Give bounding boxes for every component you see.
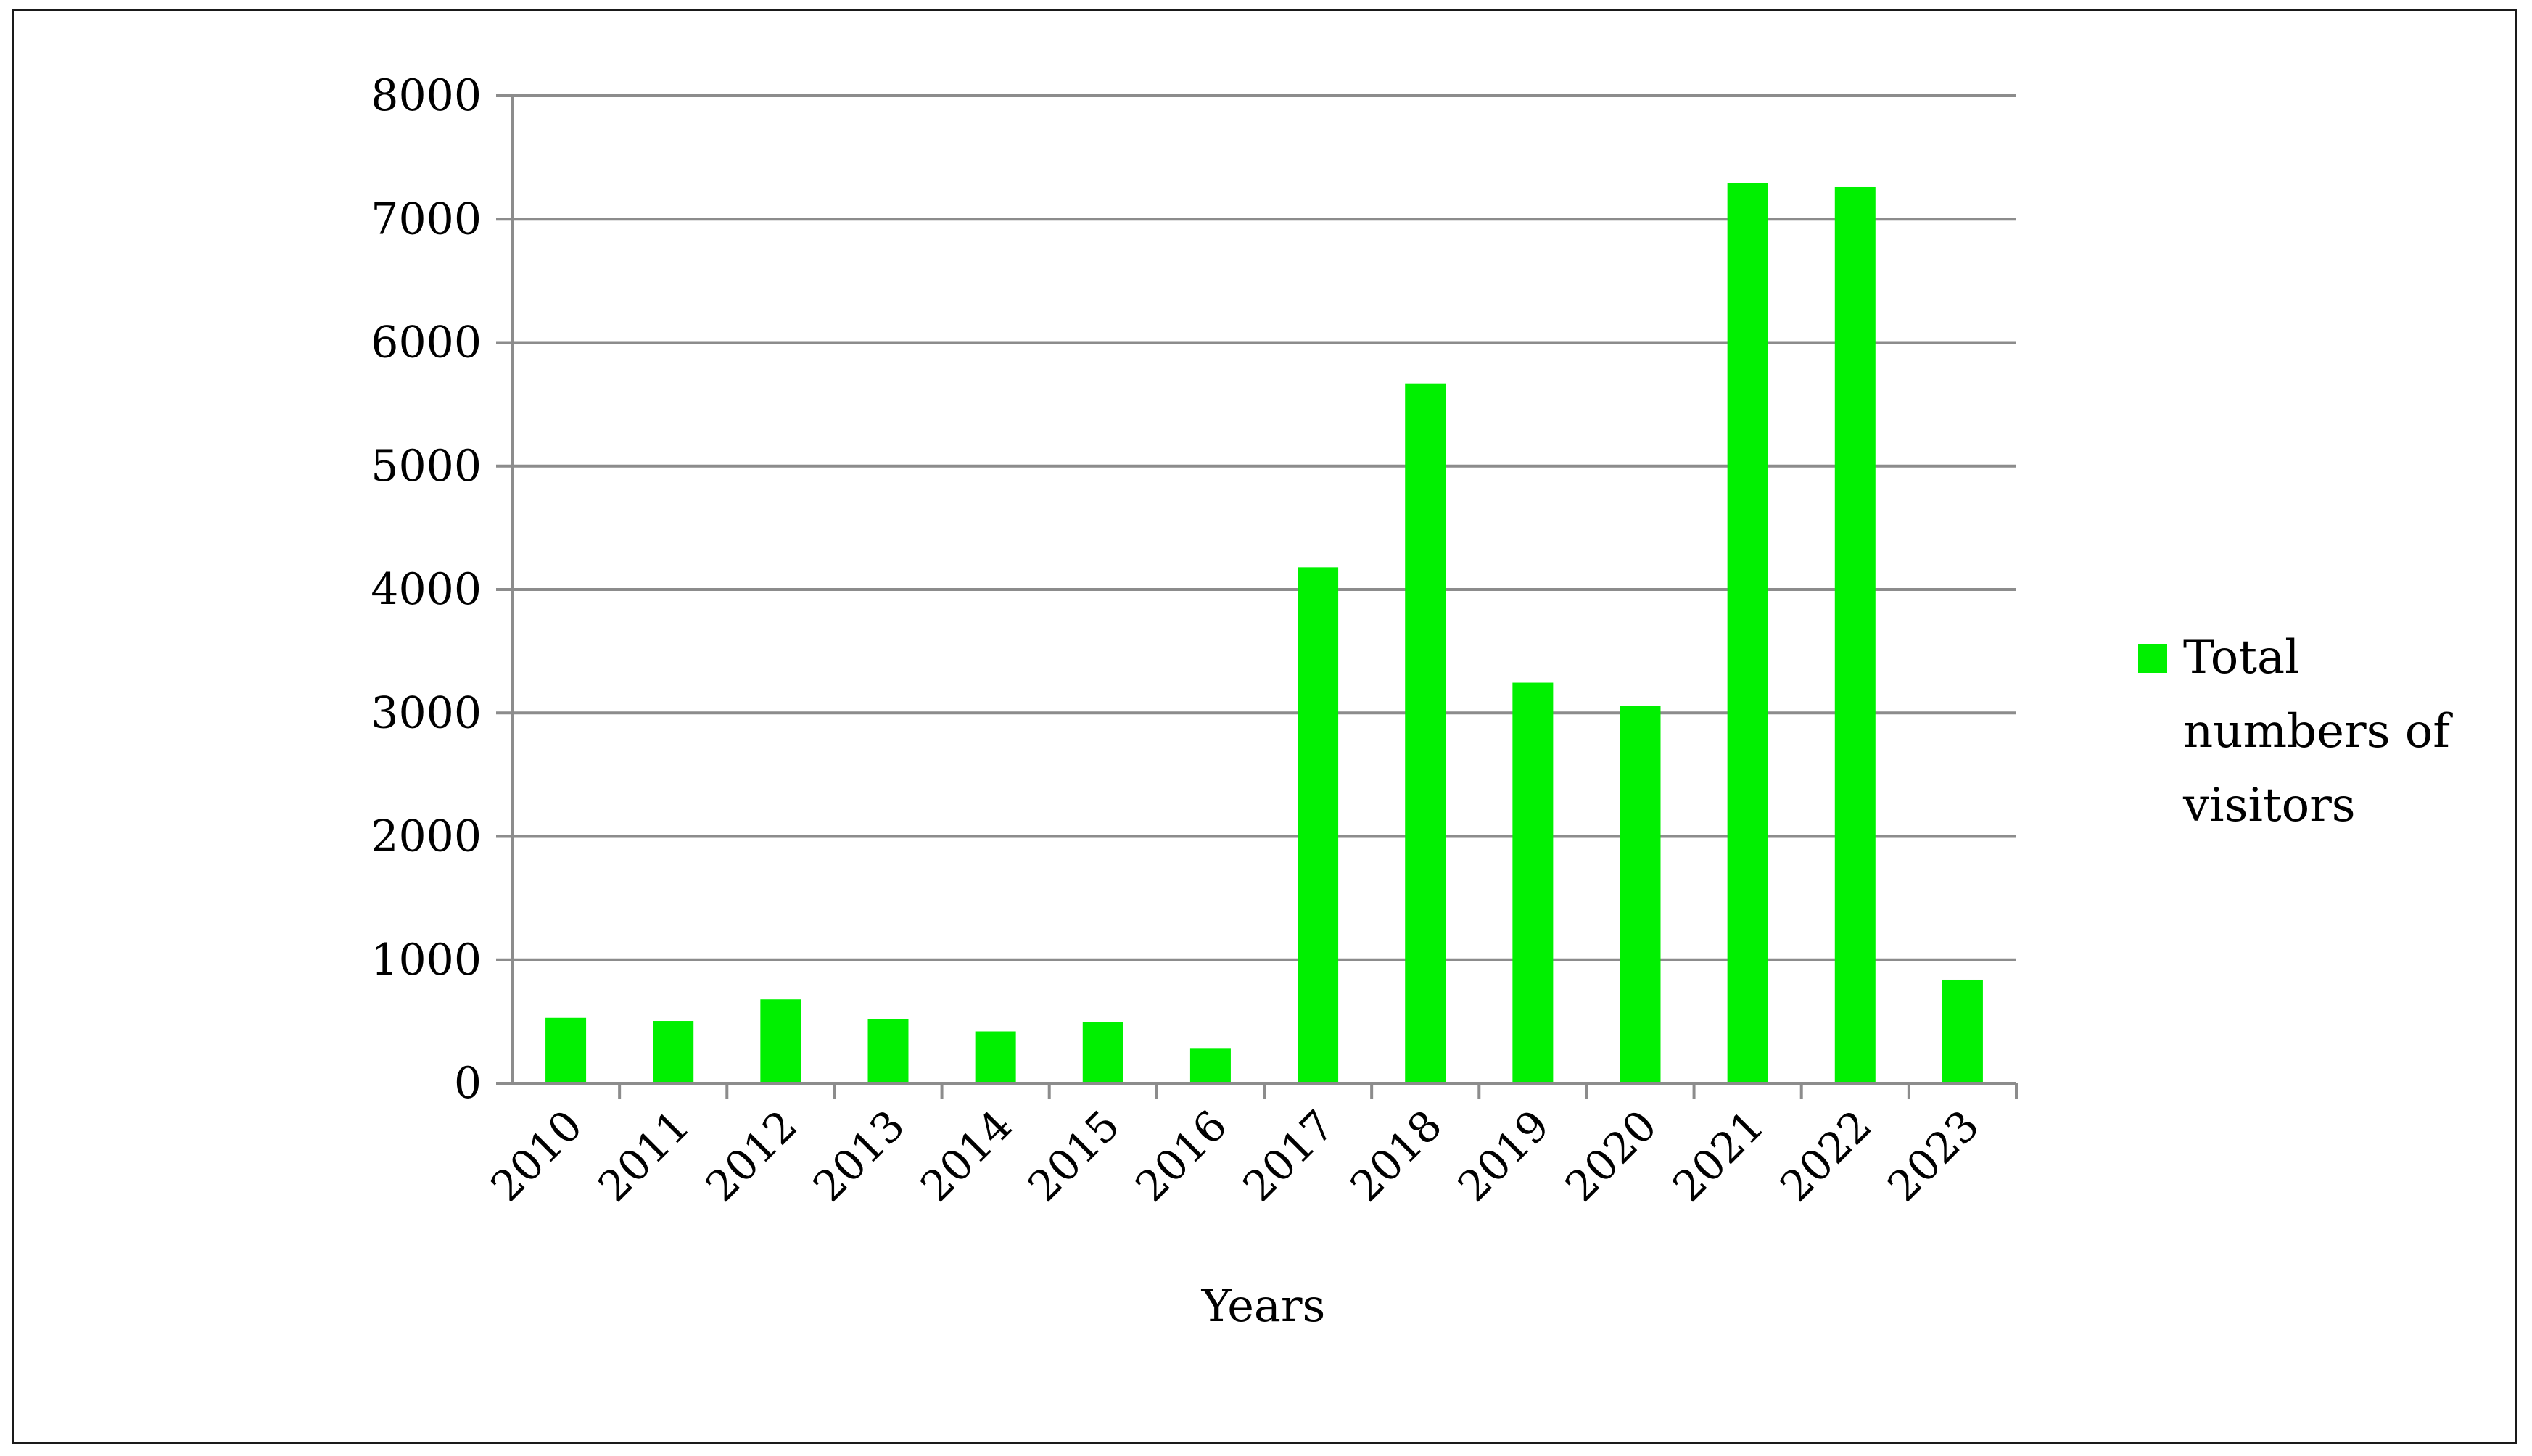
x-tick-label-2012: 2012 bbox=[696, 1101, 807, 1211]
bars bbox=[545, 183, 1983, 1084]
legend: Total numbers of visitors bbox=[2138, 631, 2453, 832]
bar-2015 bbox=[1082, 1022, 1123, 1083]
y-tick-labels: 0 1000 2000 3000 4000 5000 6000 7000 8000 bbox=[371, 70, 482, 1109]
bar-2022 bbox=[1834, 186, 1876, 1083]
chart-frame bbox=[12, 9, 2517, 1444]
bar-2013 bbox=[867, 1019, 909, 1083]
legend-label: Total numbers of visitors bbox=[2182, 631, 2453, 832]
y-tick-label-6000: 6000 bbox=[371, 318, 482, 368]
y-tick-label-3000: 3000 bbox=[371, 687, 482, 738]
x-tick-label-2019: 2019 bbox=[1448, 1101, 1559, 1211]
x-tick-label-2010: 2010 bbox=[482, 1101, 592, 1211]
x-tick-label-2018: 2018 bbox=[1341, 1101, 1451, 1211]
bar-2020 bbox=[1620, 706, 1661, 1083]
x-tick-label-2016: 2016 bbox=[1126, 1101, 1236, 1211]
y-tick-label-8000: 8000 bbox=[371, 70, 482, 121]
x-tick-label-2013: 2013 bbox=[804, 1101, 914, 1211]
x-tick-label-2015: 2015 bbox=[1018, 1101, 1129, 1211]
x-tick-label-2021: 2021 bbox=[1663, 1101, 1773, 1211]
x-tick-labels: 2010201120122013201420152016201720182019… bbox=[482, 1101, 1989, 1211]
bar-2018 bbox=[1405, 383, 1446, 1083]
x-tick-label-2017: 2017 bbox=[1234, 1101, 1344, 1211]
legend-line-3: visitors bbox=[2182, 779, 2356, 832]
bar-2010 bbox=[545, 1017, 587, 1083]
gridlines bbox=[512, 94, 2016, 961]
legend-line-1: Total bbox=[2183, 631, 2300, 684]
y-tick-label-7000: 7000 bbox=[371, 194, 482, 244]
y-tick-label-0: 0 bbox=[454, 1058, 482, 1109]
bar-2017 bbox=[1298, 567, 1339, 1083]
x-tick-label-2014: 2014 bbox=[911, 1101, 1021, 1211]
y-tick-label-2000: 2000 bbox=[371, 811, 482, 862]
x-tick-label-2011: 2011 bbox=[589, 1101, 699, 1211]
bar-2012 bbox=[760, 999, 801, 1083]
x-axis-title: Years bbox=[1201, 1279, 1326, 1332]
bar-2021 bbox=[1727, 183, 1768, 1084]
x-tick-label-2022: 2022 bbox=[1770, 1101, 1881, 1211]
y-tick-label-4000: 4000 bbox=[371, 564, 482, 615]
y-tick-label-1000: 1000 bbox=[371, 935, 482, 985]
axes bbox=[496, 94, 2018, 1099]
legend-line-2: numbers of bbox=[2183, 705, 2453, 758]
x-tick-label-2023: 2023 bbox=[1878, 1101, 1988, 1211]
x-tick-label-2020: 2020 bbox=[1556, 1101, 1666, 1211]
bar-2014 bbox=[975, 1031, 1016, 1083]
bar-2011 bbox=[653, 1021, 694, 1083]
y-tick-label-5000: 5000 bbox=[371, 441, 482, 492]
bar-2016 bbox=[1189, 1048, 1231, 1083]
bar-2019 bbox=[1512, 682, 1554, 1083]
legend-swatch bbox=[2138, 644, 2167, 673]
bar-2023 bbox=[1942, 979, 1983, 1083]
